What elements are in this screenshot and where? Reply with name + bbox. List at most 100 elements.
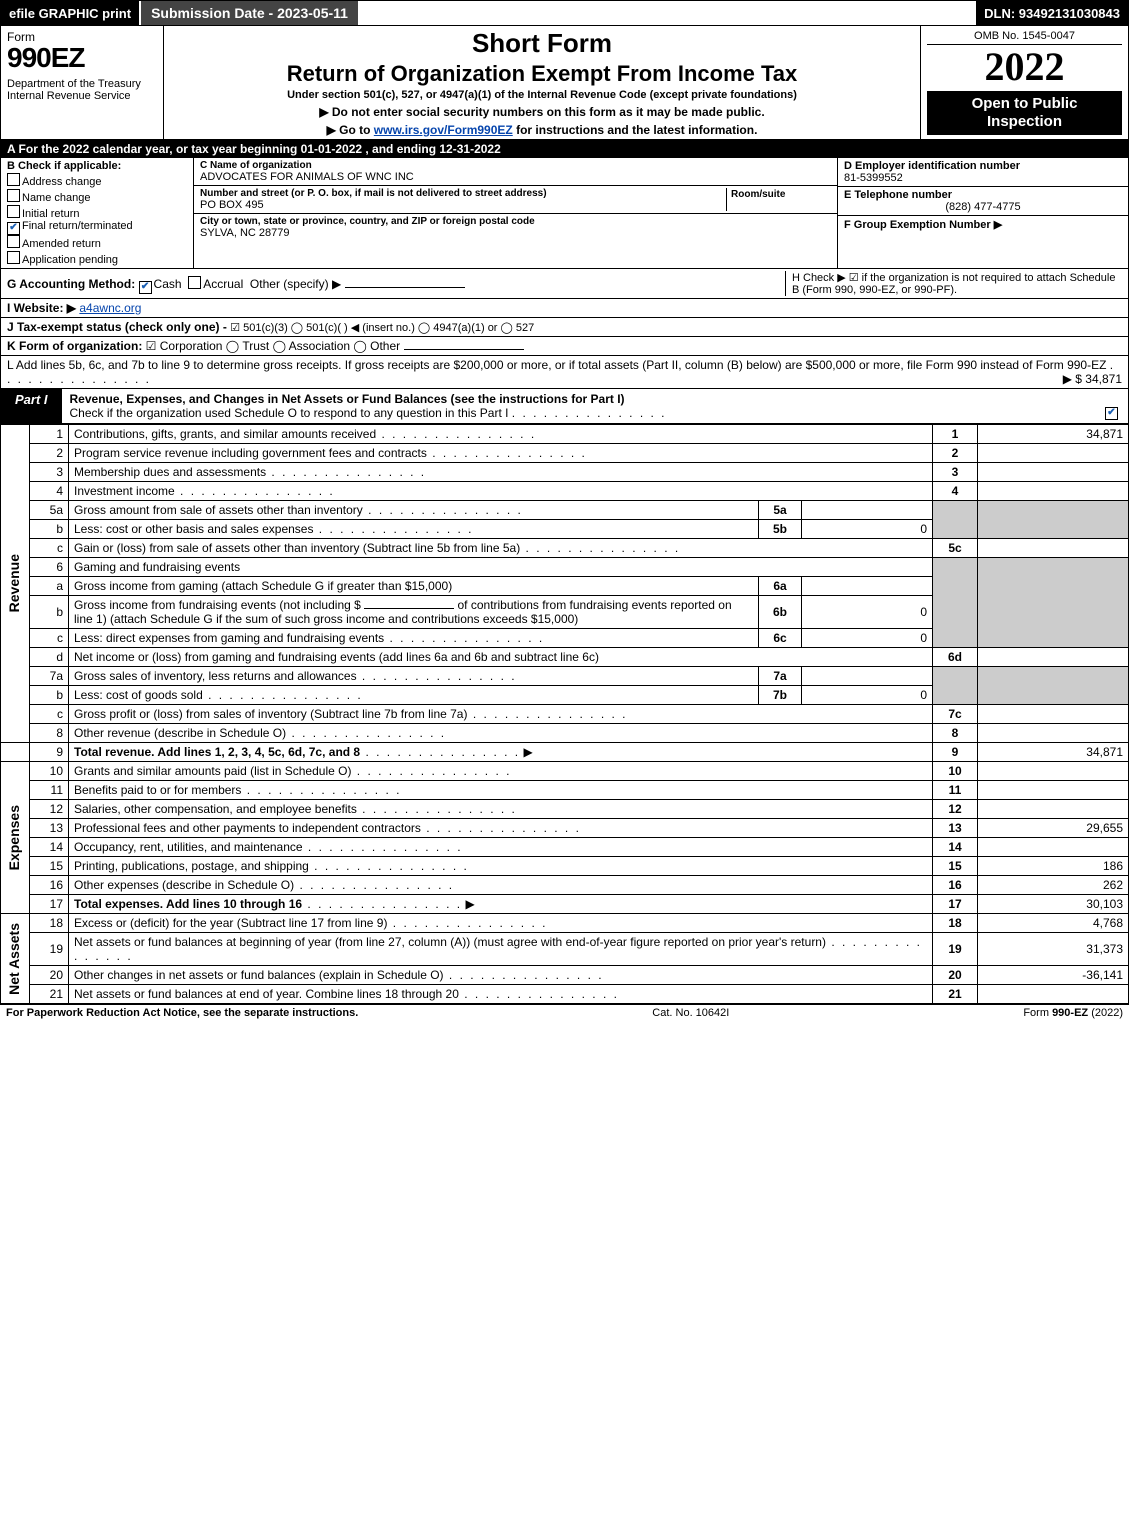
line-l: L Add lines 5b, 6c, and 7b to line 9 to … [0, 356, 1129, 389]
chk-accrual[interactable] [188, 276, 201, 289]
amt-17: 30,103 [978, 895, 1129, 914]
amt-13: 29,655 [978, 819, 1129, 838]
chk-name[interactable]: Name change [7, 188, 187, 204]
header-right: OMB No. 1545-0047 2022 Open to Public In… [920, 26, 1128, 139]
label-revenue: Revenue [6, 550, 22, 616]
line-k-label: K Form of organization: [7, 339, 142, 353]
chk-address[interactable]: Address change [7, 172, 187, 188]
row-7c: c Gross profit or (loss) from sales of i… [1, 705, 1129, 724]
c-city-label: City or town, state or province, country… [200, 216, 831, 227]
tax-year: 2022 [927, 47, 1122, 87]
row-9: 9 Total revenue. Add lines 1, 2, 3, 4, 5… [1, 743, 1129, 762]
title-short: Short Form [172, 28, 912, 59]
title-subtitle: Under section 501(c), 527, or 4947(a)(1)… [172, 89, 912, 101]
row-16: 16 Other expenses (describe in Schedule … [1, 876, 1129, 895]
chk-pending[interactable]: Application pending [7, 250, 187, 266]
c-room-label: Room/suite [731, 189, 785, 200]
website-link[interactable]: a4awnc.org [79, 301, 141, 315]
title-long: Return of Organization Exempt From Incom… [172, 61, 912, 87]
amt-15: 186 [978, 857, 1129, 876]
top-bar: efile GRAPHIC print Submission Date - 20… [0, 0, 1129, 26]
row-14: 14 Occupancy, rent, utilities, and maint… [1, 838, 1129, 857]
box-c: C Name of organization ADVOCATES FOR ANI… [194, 158, 837, 268]
row-7a: 7a Gross sales of inventory, less return… [1, 667, 1129, 686]
line-j-label: J Tax-exempt status (check only one) - [7, 320, 227, 334]
chk-final[interactable]: ✔Final return/terminated [7, 220, 187, 234]
row-19: 19 Net assets or fund balances at beginn… [1, 933, 1129, 966]
row-18: Net Assets 18 Excess or (deficit) for th… [1, 914, 1129, 933]
form-header: Form 990EZ Department of the Treasury In… [0, 26, 1129, 140]
row-12: 12 Salaries, other compensation, and emp… [1, 800, 1129, 819]
submission-date: Submission Date - 2023-05-11 [139, 1, 360, 25]
chk-cash[interactable]: ✔ [139, 281, 152, 294]
box-f-label: F Group Exemption Number ▶ [844, 219, 1002, 231]
chk-amended[interactable]: Amended return [7, 234, 187, 250]
form-number: 990EZ [7, 44, 157, 72]
row-2: 2 Program service revenue including gove… [1, 444, 1129, 463]
instr-ssn: ▶ Do not enter social security numbers o… [172, 105, 912, 119]
line-k: K Form of organization: ☑ Corporation ◯ … [0, 337, 1129, 356]
row-5c: c Gain or (loss) from sale of assets oth… [1, 539, 1129, 558]
part1-schedule-o-check[interactable]: ✔ [1105, 407, 1118, 420]
line-j: J Tax-exempt status (check only one) - ☑… [0, 318, 1129, 337]
row-5a: 5a Gross amount from sale of assets othe… [1, 501, 1129, 520]
org-street: PO BOX 495 [200, 199, 726, 211]
other-specify: Other (specify) ▶ [250, 277, 341, 291]
row-15: 15 Printing, publications, postage, and … [1, 857, 1129, 876]
instr-goto-post: for instructions and the latest informat… [516, 123, 757, 137]
part1-check-text: Check if the organization used Schedule … [70, 406, 509, 420]
amt-16: 262 [978, 876, 1129, 895]
row-4: 4 Investment income 4 [1, 482, 1129, 501]
info-grid: B Check if applicable: Address change Na… [0, 158, 1129, 269]
instr-goto-pre: ▶ Go to [327, 123, 374, 137]
amt-9: 34,871 [978, 743, 1129, 762]
footer-left: For Paperwork Reduction Act Notice, see … [6, 1007, 358, 1019]
box-def: D Employer identification number 81-5399… [837, 158, 1128, 268]
box-b: B Check if applicable: Address change Na… [1, 158, 194, 268]
row-11: 11 Benefits paid to or for members 11 [1, 781, 1129, 800]
form-page: efile GRAPHIC print Submission Date - 20… [0, 0, 1129, 1021]
dept-label: Department of the Treasury Internal Reve… [7, 78, 157, 102]
row-21: 21 Net assets or fund balances at end of… [1, 985, 1129, 1004]
footer-catno: Cat. No. 10642I [358, 1007, 1023, 1019]
org-name: ADVOCATES FOR ANIMALS OF WNC INC [200, 171, 831, 183]
header-center: Short Form Return of Organization Exempt… [164, 26, 920, 139]
part1-header: Part I Revenue, Expenses, and Changes in… [0, 389, 1129, 424]
row-20: 20 Other changes in net assets or fund b… [1, 966, 1129, 985]
row-13: 13 Professional fees and other payments … [1, 819, 1129, 838]
line-l-amount: ▶ $ 34,871 [1063, 372, 1122, 386]
phone-value: (828) 477-4775 [844, 201, 1122, 213]
line-g-label: G Accounting Method: [7, 277, 135, 291]
amt-19: 31,373 [978, 933, 1129, 966]
amt-20: -36,141 [978, 966, 1129, 985]
org-city: SYLVA, NC 28779 [200, 227, 831, 239]
line-h: H Check ▶ ☑ if the organization is not r… [785, 271, 1122, 296]
section-a: A For the 2022 calendar year, or tax yea… [0, 140, 1129, 158]
part1-label: Part I [1, 389, 62, 423]
row-10: Expenses 10 Grants and similar amounts p… [1, 762, 1129, 781]
omb-number: OMB No. 1545-0047 [927, 30, 1122, 45]
row-3: 3 Membership dues and assessments 3 [1, 463, 1129, 482]
footer-form: Form 990-EZ (2022) [1023, 1007, 1123, 1019]
line-i-label: I Website: ▶ [7, 301, 76, 315]
box-d-label: D Employer identification number [844, 160, 1122, 172]
header-left: Form 990EZ Department of the Treasury In… [1, 26, 164, 139]
row-1: Revenue 1 Contributions, gifts, grants, … [1, 425, 1129, 444]
c-street-label: Number and street (or P. O. box, if mail… [200, 188, 726, 199]
box-e-label: E Telephone number [844, 189, 1122, 201]
row-17: 17 Total expenses. Add lines 10 through … [1, 895, 1129, 914]
box-b-label: B Check if applicable: [7, 160, 187, 172]
instr-goto-link[interactable]: www.irs.gov/Form990EZ [374, 123, 513, 137]
line-j-opts: ☑ 501(c)(3) ◯ 501(c)( ) ◀ (insert no.) ◯… [230, 322, 534, 334]
efile-print-label: efile GRAPHIC print [1, 1, 139, 25]
instr-goto: ▶ Go to www.irs.gov/Form990EZ for instru… [172, 123, 912, 137]
part1-table: Revenue 1 Contributions, gifts, grants, … [0, 424, 1129, 1004]
chk-initial[interactable]: Initial return [7, 204, 187, 220]
amt-1: 34,871 [978, 425, 1129, 444]
row-6: 6 Gaming and fundraising events [1, 558, 1129, 577]
page-footer: For Paperwork Reduction Act Notice, see … [0, 1004, 1129, 1021]
amt-18: 4,768 [978, 914, 1129, 933]
dln-label: DLN: 93492131030843 [976, 1, 1128, 25]
open-public-box: Open to Public Inspection [927, 91, 1122, 135]
line-l-text: L Add lines 5b, 6c, and 7b to line 9 to … [7, 358, 1106, 372]
